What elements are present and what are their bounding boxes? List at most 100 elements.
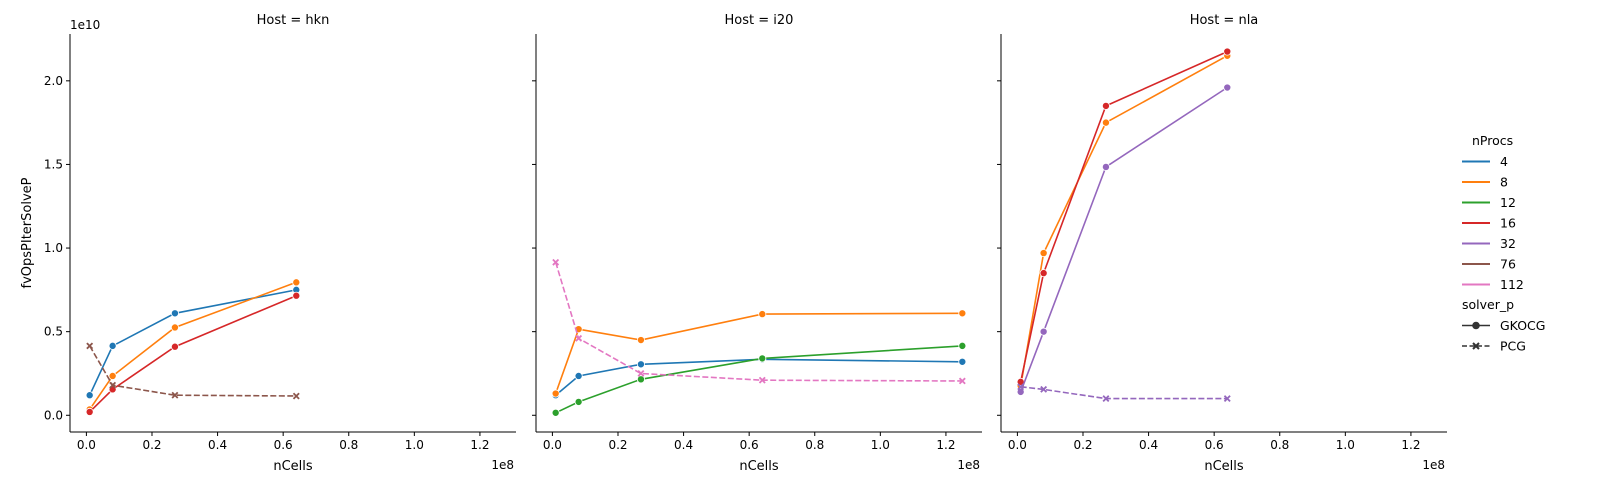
data-point xyxy=(1017,383,1025,391)
data-point xyxy=(758,354,767,363)
legend-item-GKOCG: GKOCG xyxy=(1462,318,1545,333)
panel-title: Host = nla xyxy=(1190,13,1259,28)
series-line-4-GKOCG xyxy=(555,358,963,396)
x-tick-label: 1.0 xyxy=(405,438,424,452)
legend-label: GKOCG xyxy=(1500,318,1545,333)
series-line-8-GKOCG xyxy=(89,281,297,410)
x-tick-label: 1.0 xyxy=(871,438,890,452)
x-tick-label: 1.2 xyxy=(470,438,489,452)
data-point xyxy=(292,291,301,300)
data-point xyxy=(1101,118,1110,127)
y-tick-label: 1.5 xyxy=(44,157,63,171)
x-tick-label: 0.6 xyxy=(740,438,759,452)
x-tick-label: 0.4 xyxy=(1139,438,1158,452)
data-point-x-stroke xyxy=(1040,385,1048,393)
data-point-x-stroke xyxy=(637,370,645,377)
data-point-x-stroke xyxy=(758,376,766,384)
y-tick-label: 0.5 xyxy=(44,325,63,339)
data-point xyxy=(958,357,967,366)
y-tick-label: 1.0 xyxy=(44,241,63,255)
legend-label: 16 xyxy=(1500,216,1516,231)
legend-item-4: 4 xyxy=(1462,154,1508,169)
data-point xyxy=(1039,269,1048,278)
legend-label: PCG xyxy=(1500,339,1526,354)
data-point xyxy=(574,371,583,380)
data-point xyxy=(575,334,583,342)
data-point xyxy=(170,342,179,351)
x-tick-label: 0.8 xyxy=(805,438,824,452)
panel-2: Host = nla 0.0 0.2 0.4 0.6 0.8 1.0 1.2 nCells 1e8 xyxy=(997,13,1447,474)
series-line-76-PCG xyxy=(89,345,297,397)
panel-title: Host = i20 xyxy=(725,13,794,28)
x-tick-label: 0.0 xyxy=(77,438,96,452)
x-tick-label: 1.2 xyxy=(936,438,955,452)
data-point xyxy=(1223,395,1231,402)
legend-label: 32 xyxy=(1500,236,1516,251)
legend-item-8: 8 xyxy=(1462,175,1508,190)
data-point-x-stroke xyxy=(109,381,117,389)
data-point xyxy=(1016,387,1025,396)
y-tick-label: 2.0 xyxy=(44,74,63,88)
x-tick-label: 0.6 xyxy=(1205,438,1224,452)
panel-0: Host = hkn 0.0 0.2 0.4 0.6 0.8 1.0 1.2 0.0 0.5 1.0… xyxy=(20,13,516,474)
legend-label: 112 xyxy=(1500,277,1524,292)
series-line-16-GKOCG xyxy=(1019,50,1228,382)
data-point xyxy=(86,342,94,350)
x-tick-label: 1.2 xyxy=(1401,438,1420,452)
legend-label: 4 xyxy=(1500,154,1508,169)
data-point-x-stroke xyxy=(575,334,583,342)
data-point xyxy=(1101,101,1110,110)
x-axis-label: nCells xyxy=(739,459,779,474)
y-tick-label: 0.0 xyxy=(44,408,63,422)
data-point xyxy=(958,341,967,350)
legend-marker xyxy=(1472,321,1480,330)
data-point xyxy=(758,310,767,319)
data-point xyxy=(1039,249,1048,258)
x-tick-label: 0.4 xyxy=(208,438,227,452)
x-tick-label: 1.0 xyxy=(1336,438,1355,452)
legend-item-16: 16 xyxy=(1462,216,1516,231)
data-point xyxy=(552,258,560,266)
series-line-8-GKOCG xyxy=(1019,54,1228,387)
x-offset-text: 1e8 xyxy=(957,458,980,472)
data-point xyxy=(171,391,179,399)
data-point xyxy=(109,381,117,389)
legend-label: 76 xyxy=(1500,257,1516,272)
legend-item-12: 12 xyxy=(1462,195,1516,210)
x-tick-label: 0.8 xyxy=(339,438,358,452)
x-axis-label: nCells xyxy=(273,459,313,474)
x-axis-label: nCells xyxy=(1204,459,1244,474)
series-line-32-PCG xyxy=(1020,386,1228,400)
x-tick-label: 0.6 xyxy=(274,438,293,452)
data-point xyxy=(1223,83,1232,92)
x-tick-label: 0.4 xyxy=(674,438,693,452)
panel-1: Host = i20 0.0 0.2 0.4 0.6 0.8 1.0 1.2 nCells 1e8 xyxy=(532,13,982,474)
legend-item-32: 32 xyxy=(1462,236,1516,251)
data-point xyxy=(637,370,645,377)
data-point xyxy=(636,360,645,369)
legend-item-PCG: PCG xyxy=(1462,339,1526,354)
series-line-16-GKOCG xyxy=(89,294,297,413)
data-point xyxy=(1101,162,1110,171)
data-point-x-stroke xyxy=(958,377,966,385)
data-point xyxy=(85,391,94,400)
legend-hue-title: nProcs xyxy=(1472,133,1513,148)
data-point xyxy=(1102,395,1110,402)
data-point xyxy=(292,392,300,400)
data-point xyxy=(958,377,966,385)
data-point xyxy=(636,375,645,384)
y-offset-text: 1e10 xyxy=(70,18,100,32)
legend: nProcs 4 8 12 16 32 76 112 solver_p GKOCG PCG xyxy=(1462,133,1545,354)
series-line-112-PCG xyxy=(554,262,963,382)
data-point-x-stroke xyxy=(171,391,179,399)
legend-label: 12 xyxy=(1500,195,1516,210)
data-point xyxy=(551,408,560,417)
legend-item-76: 76 xyxy=(1462,257,1516,272)
x-tick-label: 0.2 xyxy=(142,438,161,452)
data-point-x-stroke xyxy=(1223,395,1231,402)
data-point-x-stroke xyxy=(1017,383,1025,391)
data-point xyxy=(108,341,117,350)
data-point-x-stroke xyxy=(86,342,94,350)
data-point xyxy=(574,397,583,406)
